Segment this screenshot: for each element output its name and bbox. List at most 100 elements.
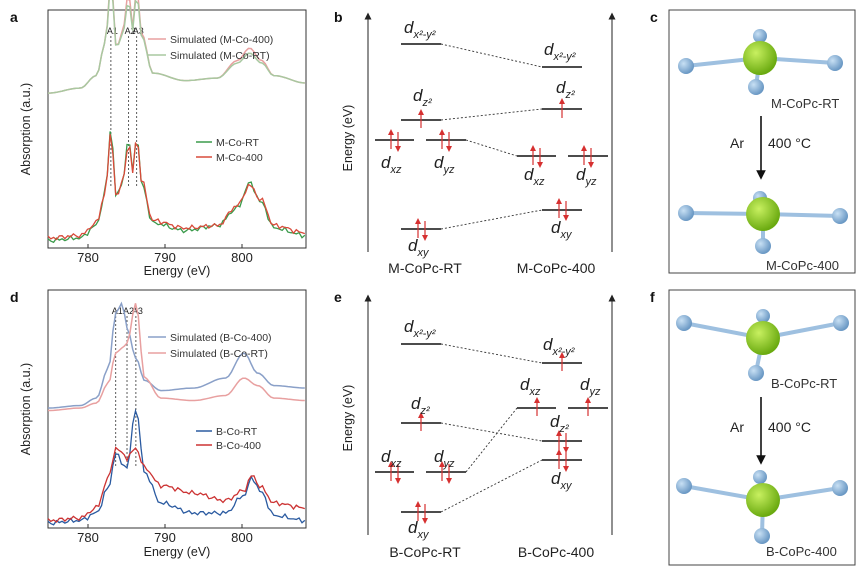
state-label-right: M-CoPc-400 [517, 260, 596, 276]
orbital-label-dxy: dxy [551, 469, 573, 492]
atmosphere-label: Ar [730, 135, 744, 151]
orbital-label-dx2y2: dx²-y² [543, 335, 575, 358]
panel-e: e Energy (eV) [334, 289, 616, 560]
molecule-bottom-c [678, 191, 848, 254]
x-axis-label-a: Energy (eV) [144, 264, 211, 278]
legend-sim-d: Simulated (B-Co-400) Simulated (B-Co-RT) [148, 332, 272, 360]
legend-entry: Simulated (B-Co-RT) [170, 348, 268, 360]
correlation-lines-e [440, 343, 543, 513]
energy-axis-label: Energy (eV) [341, 105, 355, 172]
peak-label: A1 [107, 26, 118, 36]
series-line-b-co-400 [47, 446, 305, 523]
orbital-label-dx2y2: dx²-y² [544, 40, 576, 63]
series-line-simulated-b-co-400- [48, 301, 305, 409]
orbital-label-dz2: dz² [413, 86, 432, 109]
x-tick-label: 800 [231, 530, 253, 545]
n-atom [832, 480, 848, 496]
n-atom [832, 208, 848, 224]
molecule-label-top: M-CoPc-RT [771, 96, 839, 111]
orbital-label-dz2: dz² [556, 78, 575, 101]
correlation-line [440, 108, 543, 121]
correlation-line [465, 407, 518, 473]
n-atom [678, 205, 694, 221]
n-atom [833, 315, 849, 331]
co-atom [743, 41, 777, 75]
molecule-top-c [678, 29, 843, 95]
orbital-label-dyz: dyz [576, 165, 597, 188]
x-tick-label: 780 [77, 530, 99, 545]
peak-label: A2 [123, 306, 134, 316]
x-ticks-a: 780 790 800 [77, 244, 253, 265]
n-atom [676, 478, 692, 494]
correlation-line [440, 459, 543, 513]
correlation-line [440, 43, 543, 68]
series-line-m-co-400 [47, 134, 306, 241]
panel-label-e: e [334, 289, 342, 305]
orbital-label-dz2: dz² [411, 394, 430, 417]
legend-entry: Simulated (B-Co-400) [170, 332, 272, 344]
n-atom [827, 55, 843, 71]
n-atom [753, 470, 767, 484]
orbital-label-dxy: dxy [408, 518, 430, 541]
co-atom [746, 197, 780, 231]
y-axis-label-a: Absorption (a.u.) [19, 83, 33, 175]
orbital-label-dxy: dxy [551, 218, 573, 241]
orbital-label-dxy: dxy [408, 236, 430, 259]
panel-label-f: f [650, 289, 655, 305]
panel-f: f B-CoPc-RT Ar 400 °C B-C [650, 289, 856, 566]
panel-label-c: c [650, 9, 658, 25]
state-label-left: B-CoPc-RT [389, 544, 461, 560]
legend-entry: M-Co-400 [216, 152, 263, 164]
legend-exp-d: B-Co-RT B-Co-400 [196, 426, 261, 452]
legend-exp-a: M-Co-RT M-Co-400 [196, 137, 263, 164]
legend-entry: Simulated (M-Co-RT) [170, 50, 270, 62]
panel-label-b: b [334, 9, 343, 25]
y-axis-label-d: Absorption (a.u.) [19, 363, 33, 455]
legend-entry: B-Co-400 [216, 440, 261, 452]
legend-entry: Simulated (M-Co-400) [170, 34, 273, 46]
atmosphere-label: Ar [730, 419, 744, 435]
co-atom [746, 321, 780, 355]
panel-b: b Energy (eV) [334, 9, 616, 276]
correlation-line [465, 139, 518, 157]
state-label-left: M-CoPc-RT [388, 260, 462, 276]
correlation-line [440, 343, 543, 364]
correlation-lines-b [440, 43, 543, 230]
electrons-b [388, 98, 594, 241]
correlation-line [440, 209, 543, 230]
n-atom [755, 238, 771, 254]
legend-entry: B-Co-RT [216, 426, 258, 438]
x-tick-label: 790 [154, 530, 176, 545]
molecule-label-bottom: M-CoPc-400 [766, 258, 839, 273]
x-tick-label: 790 [154, 250, 176, 265]
electrons-e [388, 352, 591, 524]
orbital-label-dxz: dxz [520, 375, 541, 398]
temperature-label: 400 °C [768, 135, 811, 151]
molecule-top-f [676, 309, 849, 381]
panel-frame-f [668, 289, 856, 566]
n-atom [753, 29, 767, 43]
legend-sim-a: Simulated (M-Co-400) Simulated (M-Co-RT) [148, 34, 273, 62]
co-atom [746, 483, 780, 517]
n-atom [748, 365, 764, 381]
orbital-label-dyz: dyz [434, 447, 455, 470]
n-atom [678, 58, 694, 74]
legend-entry: M-Co-RT [216, 137, 260, 149]
x-tick-label: 780 [77, 250, 99, 265]
molecule-label-top: B-CoPc-RT [771, 376, 837, 391]
molecule-label-bottom: B-CoPc-400 [766, 544, 837, 559]
x-ticks-d: 780 790 800 [77, 524, 253, 545]
x-axis-label-d: Energy (eV) [144, 545, 211, 559]
series-line-b-co-rt [47, 408, 306, 526]
panel-c: c M-CoPc-RT Ar 400 °C M-C [650, 9, 856, 274]
series-line-simulated-b-co-rt- [48, 303, 305, 412]
orbital-label-dxz: dxz [524, 165, 545, 188]
molecule-bottom-f [676, 470, 848, 544]
n-atom [676, 315, 692, 331]
peak-label: A2 [125, 26, 136, 36]
orbital-label-dxz: dxz [381, 447, 402, 470]
